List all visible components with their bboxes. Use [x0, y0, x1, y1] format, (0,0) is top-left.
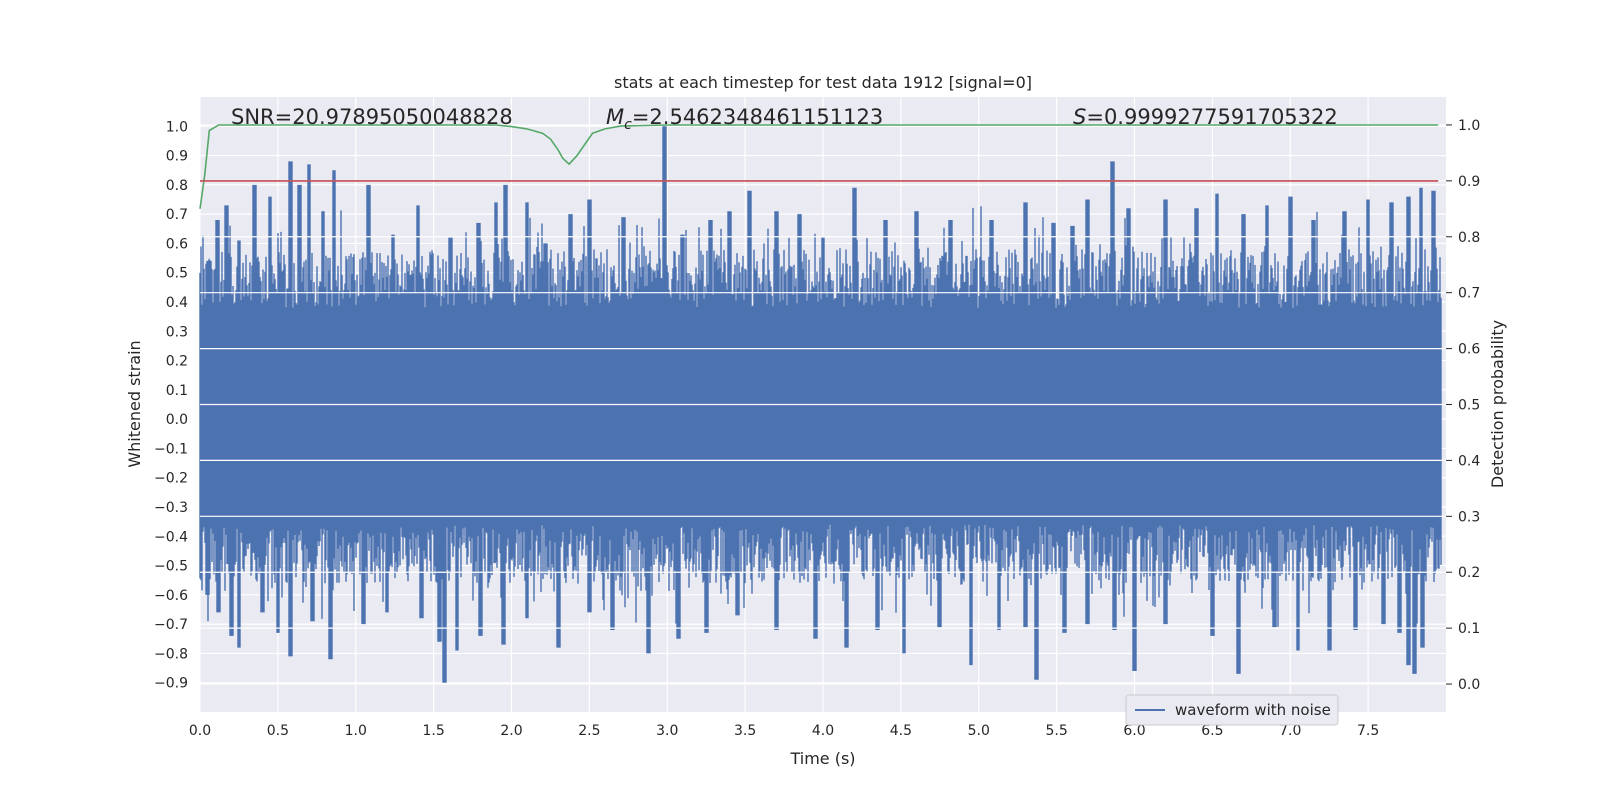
- probability-series: [199, 124, 1439, 209]
- y-tick-label: 0.6: [166, 236, 188, 252]
- y2-tick-label: 0.2: [1458, 565, 1480, 581]
- x-tick-label: 4.5: [890, 723, 912, 739]
- x-tick-label: 5.5: [1045, 723, 1067, 739]
- chirp-mass-annotation: Mc=2.5462348461151123: [606, 105, 883, 133]
- y2-tick-label: 1.0: [1458, 118, 1480, 134]
- x-tick-label: 1.0: [345, 723, 367, 739]
- y2-axis-ticks: 0.0 0.1 0.2 0.3 0.4 0.5 0.6 0.7 0.8 0.9 1.0: [1446, 118, 1480, 693]
- y-tick-label: 0.2: [166, 354, 188, 370]
- y-tick-label: 0.7: [166, 207, 188, 223]
- y2-axis-label: Detection probability: [1488, 320, 1507, 488]
- y-tick-label: 0.9: [166, 149, 188, 165]
- x-tick-label: 2.0: [500, 723, 522, 739]
- score-value: =0.9999277591705322: [1086, 105, 1337, 129]
- y-tick-label: 0.8: [166, 178, 188, 194]
- y2-tick-label: 0.6: [1458, 342, 1480, 358]
- y-tick-label: 1.0: [166, 119, 188, 135]
- y2-tick-label: 0.5: [1458, 398, 1480, 414]
- chirp-mass-symbol: M: [606, 105, 624, 129]
- y2-tick-label: 0.3: [1458, 509, 1480, 525]
- y-tick-label: −0.1: [154, 441, 188, 457]
- x-tick-label: 3.0: [656, 723, 678, 739]
- x-tick-label: 6.0: [1123, 723, 1145, 739]
- y-axis-ticks: −0.9 −0.8 −0.7 −0.6 −0.5 −0.4 −0.3 −0.2 −0.1 0.0 0…: [154, 119, 188, 691]
- y2-tick-label: 0.8: [1458, 230, 1480, 246]
- x-tick-label: 3.5: [734, 723, 756, 739]
- y2-tick-label: 0.1: [1458, 621, 1480, 637]
- x-axis-ticks: 0.0 0.5 1.0 1.5 2.0 2.5 3.0 3.5 4.0 4.5 5.0 5.5 6.0 6…: [189, 723, 1379, 739]
- y-tick-label: −0.4: [154, 529, 188, 545]
- x-tick-label: 7.0: [1279, 723, 1301, 739]
- y-tick-label: 0.3: [166, 324, 188, 340]
- chart-title: stats at each timestep for test data 191…: [614, 73, 1032, 92]
- y-tick-label: 0.4: [166, 295, 188, 311]
- score-symbol: S: [1073, 105, 1086, 129]
- x-tick-label: 5.0: [968, 723, 990, 739]
- legend: waveform with noise: [1125, 694, 1339, 726]
- y-tick-label: −0.8: [154, 646, 188, 662]
- y2-tick-label: 0.7: [1458, 286, 1480, 302]
- y-tick-label: −0.2: [154, 471, 188, 487]
- y-tick-label: 0.0: [166, 412, 188, 428]
- x-tick-label: 6.5: [1201, 723, 1223, 739]
- y-tick-label: −0.7: [154, 617, 188, 633]
- chirp-mass-subscript: c: [624, 117, 632, 133]
- chirp-mass-value: =2.5462348461151123: [632, 105, 883, 129]
- x-tick-label: 2.5: [578, 723, 600, 739]
- snr-annotation: SNR=20.97895050048828: [231, 105, 513, 129]
- y2-tick-label: 0.9: [1458, 174, 1480, 190]
- x-tick-label: 0.0: [189, 723, 211, 739]
- waveform-line: [199, 126, 1442, 683]
- x-tick-label: 1.5: [422, 723, 444, 739]
- y-tick-label: −0.9: [154, 676, 188, 692]
- legend-label: waveform with noise: [1175, 701, 1331, 719]
- y-tick-label: −0.5: [154, 559, 188, 575]
- y2-tick-label: 0.4: [1458, 453, 1480, 469]
- x-tick-label: 0.5: [267, 723, 289, 739]
- score-annotation: S=0.9999277591705322: [1073, 105, 1338, 129]
- y-tick-label: −0.6: [154, 588, 188, 604]
- legend-box: [1125, 694, 1339, 726]
- x-tick-label: 7.5: [1357, 723, 1379, 739]
- x-tick-label: 4.0: [812, 723, 834, 739]
- detection-probability-line: [199, 124, 1439, 209]
- y-tick-label: 0.1: [166, 383, 188, 399]
- y-tick-label: −0.3: [154, 500, 188, 516]
- y2-tick-label: 0.0: [1458, 677, 1480, 693]
- x-axis-label: Time (s): [789, 749, 855, 768]
- y-axis-label: Whitened strain: [125, 340, 144, 467]
- y-tick-label: 0.5: [166, 266, 188, 282]
- waveform-series: [199, 126, 1442, 683]
